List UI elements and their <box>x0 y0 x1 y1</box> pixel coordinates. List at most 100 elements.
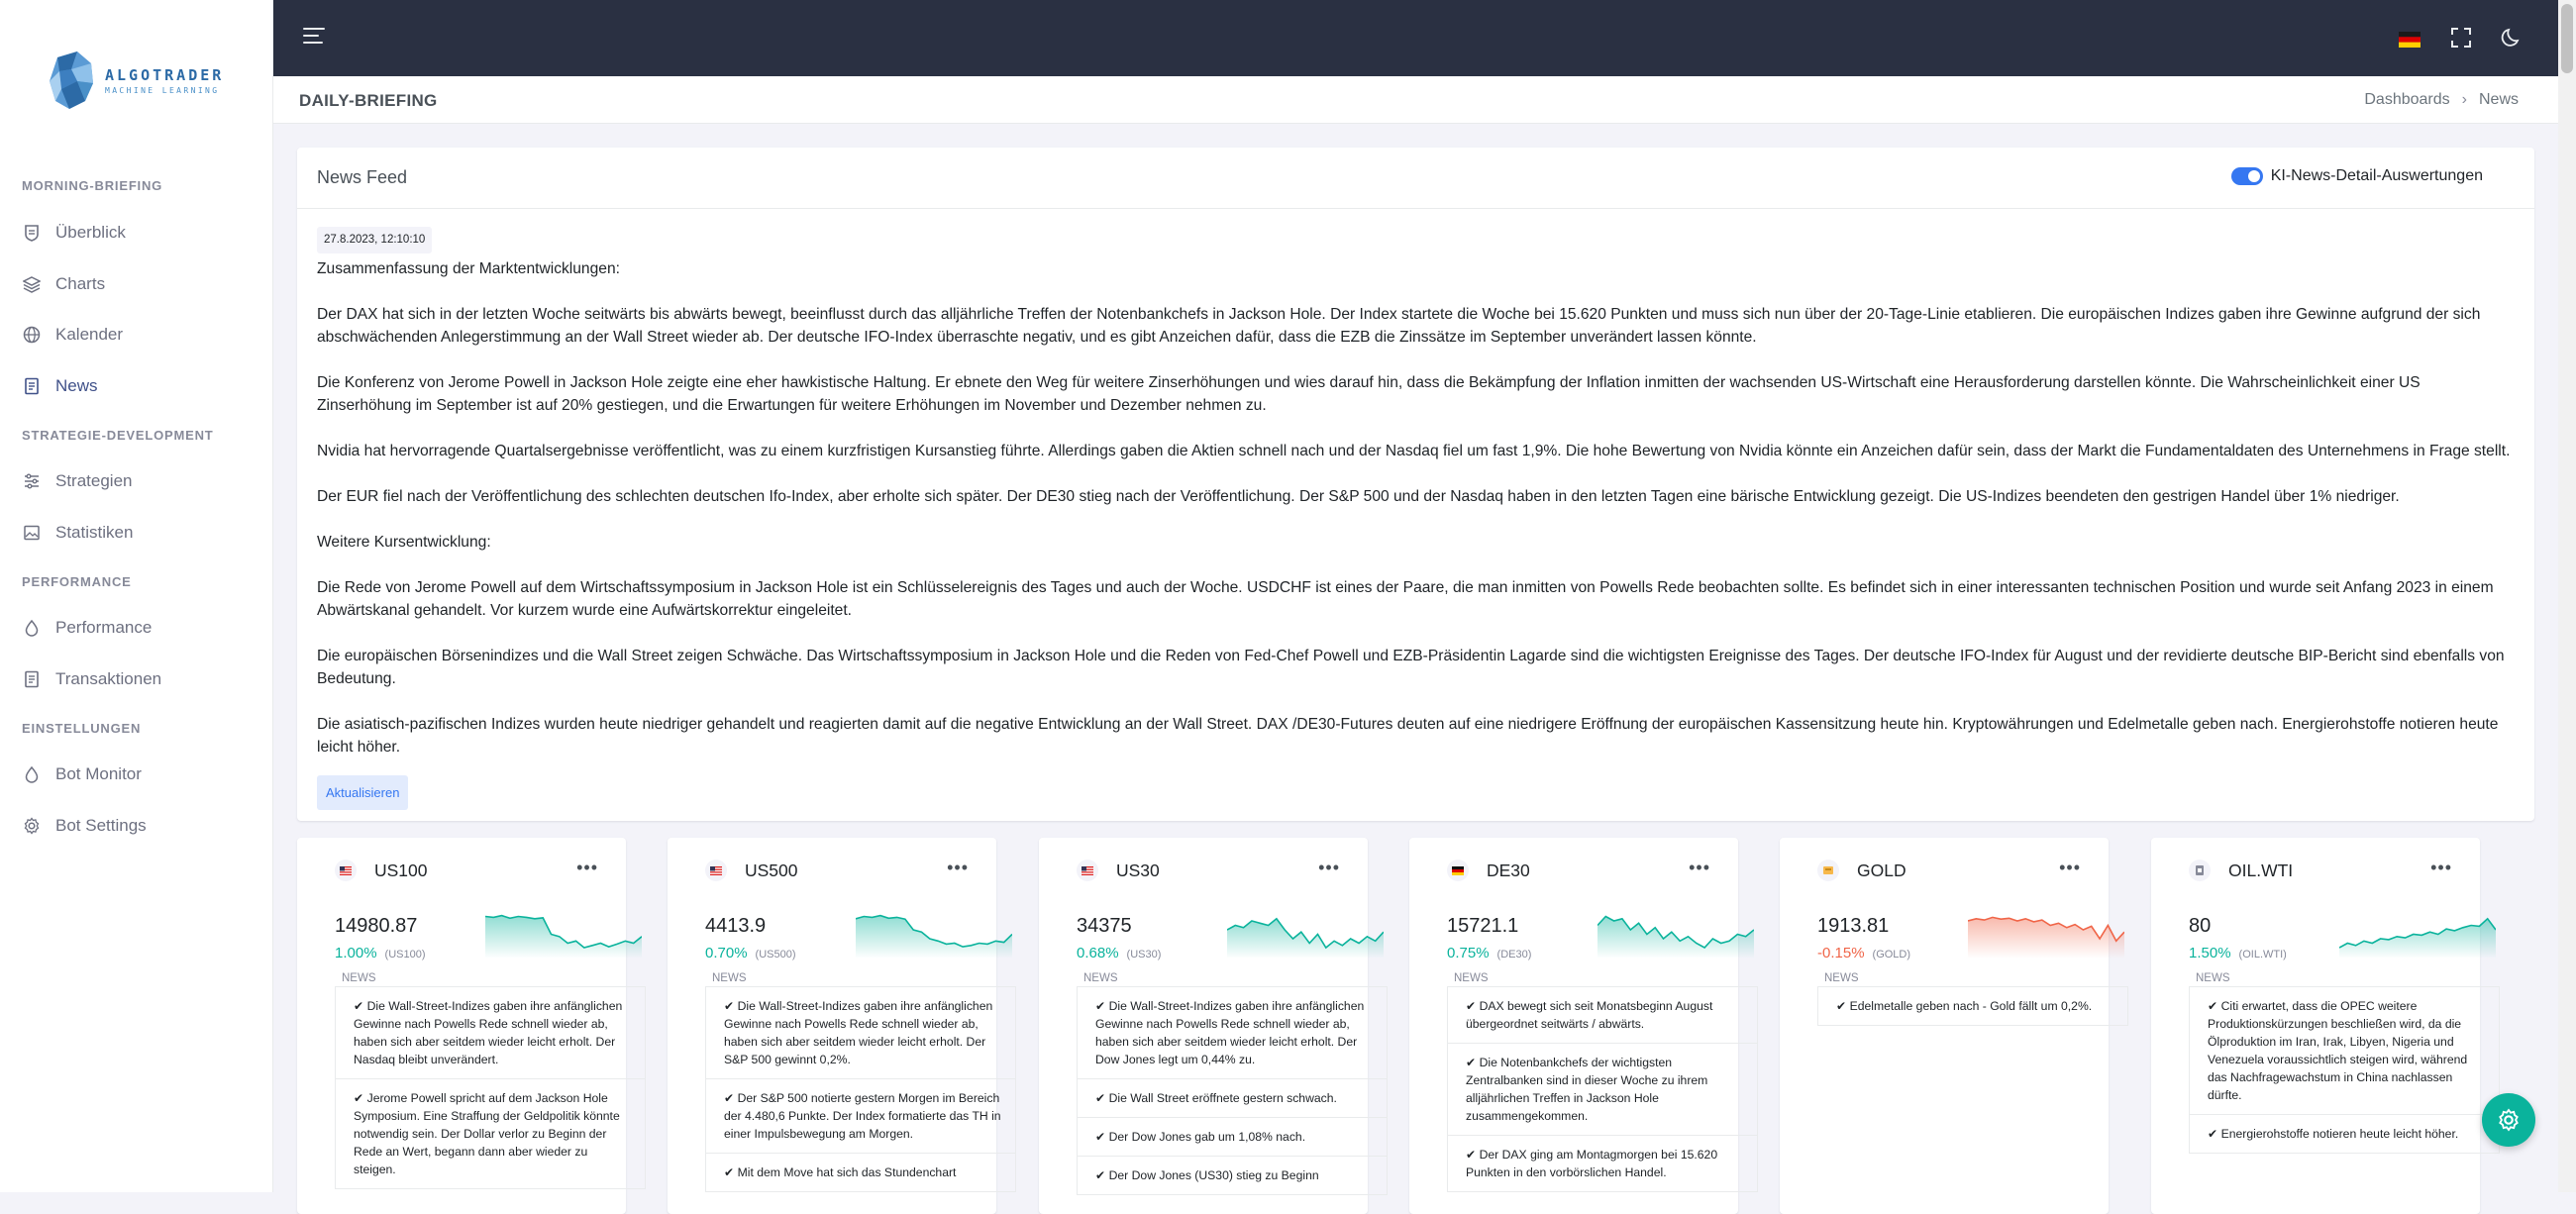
document-icon <box>22 376 42 396</box>
news-item: ✔ Die Wall Street eröffnete gestern schw… <box>1078 1079 1387 1118</box>
more-options-icon[interactable]: ••• <box>1318 858 1340 877</box>
sparkline-line <box>2339 917 2496 949</box>
news-item: ✔ Die Wall-Street-Indizes gaben ihre anf… <box>706 987 1015 1079</box>
more-options-icon[interactable]: ••• <box>2430 858 2452 877</box>
menu-title-morning-briefing: MORNING-BRIEFING <box>22 178 163 193</box>
breadcrumb-news: News <box>2478 91 2519 108</box>
instrument-change: 0.75% <box>1447 945 1490 961</box>
instrument-price: 14980.87 <box>335 915 418 937</box>
layers-icon <box>22 274 42 294</box>
sidebar-item-ueberblick[interactable]: Überblick <box>22 218 126 248</box>
news-feed-header: News Feed KI-News-Detail-Auswertungen <box>297 148 2534 209</box>
news-item: ✔ Der Dow Jones gab um 1,08% nach. <box>1078 1118 1387 1157</box>
sidebar-item-label: Performance <box>55 618 153 637</box>
page-title: DAILY-BRIEFING <box>299 91 438 110</box>
more-options-icon[interactable]: ••• <box>947 858 969 877</box>
sidebar-item-bot-monitor[interactable]: Bot Monitor <box>22 759 142 789</box>
sidebar-item-transaktionen[interactable]: Transaktionen <box>22 664 161 694</box>
more-options-icon[interactable]: ••• <box>2059 858 2081 877</box>
logo-title: ALGOTRADER <box>105 65 225 84</box>
sidebar-item-label: Statistiken <box>55 523 134 542</box>
instrument-price: 34375 <box>1077 915 1132 937</box>
refresh-button[interactable]: Aktualisieren <box>317 775 409 810</box>
logo-brain-icon <box>50 51 93 109</box>
globe-icon <box>22 325 42 345</box>
summary-heading: Zusammenfassung der Marktentwicklungen: <box>317 260 620 277</box>
instrument-price: 1913.81 <box>1817 915 1890 937</box>
instrument-news-list: ✔ Edelmetalle geben nach - Gold fällt um… <box>1817 986 2128 1026</box>
sidebar-item-news[interactable]: News <box>22 371 98 401</box>
summary-paragraph: Die Konferenz von Jerome Powell in Jacks… <box>317 374 2421 414</box>
scrollbar-thumb[interactable] <box>2561 4 2573 73</box>
sidebar-item-label: News <box>55 376 98 395</box>
summary-paragraph: Der EUR fiel nach der Veröffentlichung d… <box>317 488 2400 505</box>
sparkline-chart <box>485 914 642 959</box>
instrument-name: US30 <box>1116 860 1160 880</box>
moon-icon[interactable] <box>2500 27 2524 49</box>
sparkline-line <box>1968 916 2124 943</box>
sliders-icon <box>22 471 42 491</box>
news-item: ✔ Citi erwartet, dass die OPEC weitere P… <box>2190 987 2499 1115</box>
us-flag-icon <box>335 860 357 881</box>
page-title-bar: DAILY-BRIEFING Dashboards › News <box>273 76 2558 124</box>
us-flag-icon <box>1077 860 1098 881</box>
menu-icon[interactable] <box>303 28 325 46</box>
fullscreen-icon[interactable] <box>2449 27 2473 49</box>
sparkline-area <box>2339 918 2496 959</box>
news-feed-title: News Feed <box>317 167 408 187</box>
sparkline-line <box>1597 915 1754 950</box>
news-item: ✔ Edelmetalle geben nach - Gold fällt um… <box>1836 999 2093 1013</box>
logo-subtitle: MACHINE LEARNING <box>105 85 220 95</box>
instrument-card-us500: US500 ••• 4413.9 0.70% (US500) NEWS ✔ Die Wall… <box>668 838 1016 1214</box>
sparkline-chart <box>1968 916 2124 959</box>
instrument-name: US500 <box>745 860 798 880</box>
german-flag-icon[interactable] <box>2398 29 2421 51</box>
logo[interactable]: ALGOTRADER MACHINE LEARNING <box>48 50 224 111</box>
page-scrollbar[interactable] <box>2558 0 2576 1192</box>
instrument-news-list: ✔ Citi erwartet, dass die OPEC weitere P… <box>2189 986 2500 1154</box>
news-item: ✔ Der DAX ging am Montagmorgen bei 15.62… <box>1466 1148 1718 1179</box>
settings-fab-button[interactable] <box>2482 1093 2535 1147</box>
instrument-change: -0.15% <box>1817 945 1865 961</box>
sidebar-item-performance[interactable]: Performance <box>22 613 152 643</box>
menu-title-performance: PERFORMANCE <box>22 574 132 589</box>
sidebar-item-statistiken[interactable]: Statistiken <box>22 518 133 548</box>
sidebar-item-charts[interactable]: Charts <box>22 269 105 299</box>
sparkline-chart <box>856 914 1012 959</box>
instrument-price: 15721.1 <box>1447 915 1519 937</box>
more-options-icon[interactable]: ••• <box>1689 858 1710 877</box>
us-flag-icon <box>705 860 727 881</box>
menu-title-strategie-development: STRATEGIE-DEVELOPMENT <box>22 428 214 443</box>
gold-icon <box>1817 860 1839 881</box>
instrument-symbol: (US30) <box>1126 949 1162 961</box>
sparkline-line <box>856 914 1012 948</box>
news-item: ✔ DAX bewegt sich seit Monatsbeginn Augu… <box>1448 987 1757 1044</box>
summary-paragraph: Der DAX hat sich in der letzten Woche se… <box>317 306 2481 346</box>
de-flag-icon <box>1447 860 1469 881</box>
drop-icon <box>22 764 42 784</box>
news-item: ✔ Die Notenbankchefs der wichtigsten Zen… <box>1448 1044 1757 1136</box>
instrument-name: GOLD <box>1857 860 1906 880</box>
summary-paragraph: Nvidia hat hervorragende Quartalsergebni… <box>317 443 2511 459</box>
menu-title-einstellungen: EINSTELLUNGEN <box>22 721 142 736</box>
sparkline-chart <box>1597 915 1754 959</box>
further-paragraph: Die asiatisch-pazifischen Indizes wurden… <box>317 716 2499 756</box>
news-item: ✔ Der Dow Jones (US30) stieg zu Beginn <box>1095 1168 1319 1182</box>
instrument-symbol: (OIL.WTI) <box>2238 949 2287 961</box>
instrument-card-us100: US100 ••• 14980.87 1.00% (US100) NEWS ✔ Die Wa… <box>297 838 646 1214</box>
breadcrumb-dashboards[interactable]: Dashboards <box>2364 91 2450 108</box>
sidebar-item-strategien[interactable]: Strategien <box>22 466 133 496</box>
news-section-label: NEWS <box>1454 972 1489 984</box>
news-item: ✔ Die Wall-Street-Indizes gaben ihre anf… <box>1078 987 1387 1079</box>
sidebar-item-bot-settings[interactable]: Bot Settings <box>22 811 147 841</box>
sparkline-area <box>485 915 642 959</box>
ki-detail-toggle-label: KI-News-Detail-Auswertungen <box>2270 167 2483 184</box>
ki-detail-toggle[interactable] <box>2230 167 2263 185</box>
news-item: ✔ Jerome Powell spricht auf dem Jackson … <box>354 1091 620 1176</box>
instrument-name: OIL.WTI <box>2228 860 2294 880</box>
sidebar-item-kalender[interactable]: Kalender <box>22 320 123 350</box>
timestamp-badge: 27.8.2023, 12:10:10 <box>317 227 433 253</box>
news-feed-body: 27.8.2023, 12:10:10 Zusammenfassung der … <box>317 227 2516 810</box>
document-icon <box>22 669 42 689</box>
more-options-icon[interactable]: ••• <box>576 858 598 877</box>
